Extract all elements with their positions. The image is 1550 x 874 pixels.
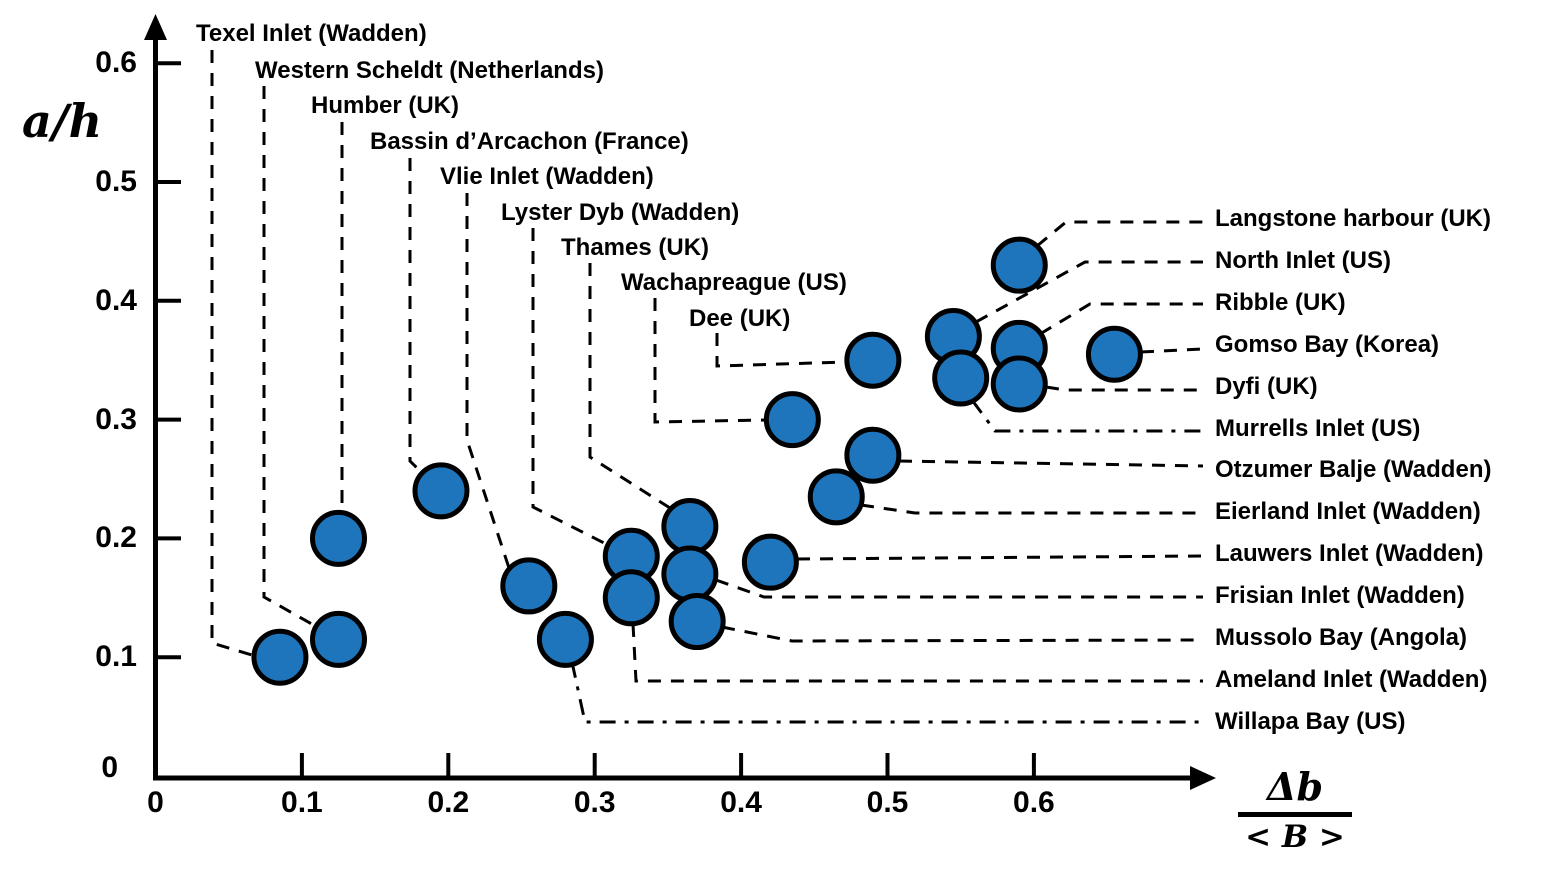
leader-wachapreague bbox=[653, 298, 767, 424]
x-axis-title-denominator: < B > bbox=[1245, 818, 1345, 855]
point-humber bbox=[310, 509, 367, 567]
label-ameland: Ameland Inlet (Wadden) bbox=[1215, 666, 1488, 693]
point-eierland bbox=[807, 468, 865, 526]
label-vlie: Vlie Inlet (Wadden) bbox=[440, 163, 654, 190]
y-tick-label-0.3: 0.3 bbox=[95, 402, 137, 436]
x-tick-label-0: 0 bbox=[147, 786, 164, 819]
leader-langstone bbox=[1036, 220, 1203, 248]
leader-ribble bbox=[1039, 302, 1203, 336]
leader-dee bbox=[715, 333, 847, 368]
label-dyfi: Dyfi (UK) bbox=[1215, 373, 1318, 400]
leader-frisian bbox=[715, 578, 1203, 599]
point-otzumer bbox=[844, 426, 902, 484]
leader-vlie bbox=[465, 193, 511, 569]
x-tick-label-0.1: 0.1 bbox=[281, 786, 323, 819]
leader-willapa bbox=[570, 661, 1203, 724]
point-frisian bbox=[661, 545, 719, 603]
label-otzumer: Otzumer Balje (Wadden) bbox=[1215, 456, 1492, 483]
y-tick-label-0.1: 0.1 bbox=[95, 640, 137, 674]
point-ameland bbox=[602, 569, 660, 627]
label-langstone: Langstone harbour (UK) bbox=[1215, 205, 1491, 232]
point-mussolo bbox=[668, 593, 726, 651]
leader-eierland bbox=[860, 503, 1203, 515]
leader-murrells bbox=[970, 399, 1203, 433]
leader-texel bbox=[210, 50, 256, 658]
point-western-scheldt bbox=[310, 610, 367, 668]
point-langstone bbox=[990, 236, 1048, 294]
x-tick-label-0.2: 0.2 bbox=[427, 786, 470, 819]
label-north-inlet: North Inlet (US) bbox=[1215, 247, 1391, 274]
x-axis-title: Δb < B > bbox=[1236, 764, 1354, 854]
point-murrells bbox=[932, 349, 990, 407]
point-vlie bbox=[500, 557, 558, 615]
leader-otzumer bbox=[898, 459, 1204, 468]
leader-thames bbox=[588, 263, 671, 510]
leader-north-inlet bbox=[975, 260, 1203, 324]
leader-bassin-arcachon bbox=[408, 158, 424, 475]
label-texel: Texel Inlet (Wadden) bbox=[196, 20, 427, 47]
fraction-bar bbox=[1238, 811, 1352, 817]
label-murrells: Murrells Inlet (US) bbox=[1215, 415, 1421, 442]
label-mussolo: Mussolo Bay (Angola) bbox=[1215, 624, 1468, 651]
point-lauwers bbox=[741, 533, 799, 591]
point-gomso bbox=[1085, 325, 1143, 383]
point-texel bbox=[251, 628, 309, 686]
y-axis-arrow-icon bbox=[144, 14, 167, 40]
x-tick-label-0.4: 0.4 bbox=[720, 786, 762, 819]
point-bassin-arcachon bbox=[412, 462, 470, 520]
label-willapa: Willapa Bay (US) bbox=[1215, 708, 1406, 735]
x-tick-label-0.5: 0.5 bbox=[866, 786, 909, 819]
x-axis-title-numerator: Δb bbox=[1266, 764, 1324, 809]
x-tick-label-0.6: 0.6 bbox=[1013, 786, 1055, 819]
label-frisian: Frisian Inlet (Wadden) bbox=[1215, 582, 1465, 609]
leader-mussolo bbox=[721, 625, 1204, 643]
point-thames bbox=[661, 498, 719, 556]
point-dee bbox=[844, 331, 902, 389]
label-wachapreague: Wachapreague (US) bbox=[621, 269, 847, 296]
label-ribble: Ribble (UK) bbox=[1215, 289, 1346, 316]
y-tick-label-0.6: 0.6 bbox=[95, 46, 137, 80]
label-western-scheldt: Western Scheldt (Netherlands) bbox=[255, 57, 604, 84]
leader-ameland bbox=[631, 623, 1203, 683]
y-tick-label-0.4: 0.4 bbox=[95, 283, 137, 317]
point-dyfi bbox=[990, 355, 1048, 413]
leader-gomso bbox=[1140, 347, 1204, 354]
label-humber: Humber (UK) bbox=[311, 92, 459, 119]
y-tick-label-0: 0 bbox=[101, 751, 118, 784]
point-willapa bbox=[536, 610, 594, 668]
x-axis-arrow-icon bbox=[1190, 766, 1216, 790]
x-tick-label-0.3: 0.3 bbox=[573, 786, 616, 819]
y-tick-label-0.5: 0.5 bbox=[95, 165, 137, 198]
y-axis-title: a/h bbox=[22, 94, 103, 148]
label-eierland: Eierland Inlet (Wadden) bbox=[1215, 498, 1481, 525]
label-thames: Thames (UK) bbox=[561, 234, 710, 261]
point-wachapreague bbox=[763, 391, 821, 449]
label-bassin-arcachon: Bassin d’Arcachon (France) bbox=[370, 128, 689, 155]
label-lauwers: Lauwers Inlet (Wadden) bbox=[1215, 540, 1484, 567]
leader-lauwers bbox=[796, 554, 1204, 561]
label-gomso: Gomso Bay (Korea) bbox=[1215, 331, 1440, 358]
label-lyster-dyb: Lyster Dyb (Wadden) bbox=[501, 199, 740, 226]
leader-lyster-dyb bbox=[531, 228, 609, 547]
leader-dyfi bbox=[1045, 385, 1203, 392]
y-tick-label-0.2: 0.2 bbox=[95, 521, 137, 555]
leader-western-scheldt bbox=[262, 86, 318, 629]
label-dee: Dee (UK) bbox=[689, 305, 791, 332]
